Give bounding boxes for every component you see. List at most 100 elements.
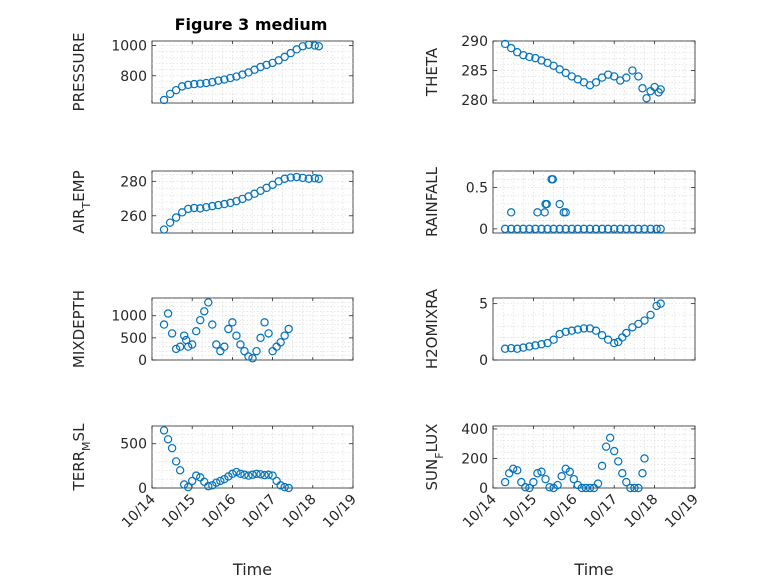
data-point (573, 224, 583, 234)
data-point (187, 340, 197, 349)
axes-air_temp: 260 280 AIRTEMP (70, 170, 354, 234)
data-point (585, 224, 595, 234)
data-point (200, 307, 209, 316)
axes-theta: 280 285 290 THETA (423, 34, 696, 109)
data-point (175, 466, 185, 475)
data-point (616, 224, 625, 234)
x-tick-label: 10/19 (320, 492, 360, 532)
data-point (183, 80, 193, 90)
data-point (196, 79, 205, 88)
data-point (561, 327, 570, 337)
x-tick-label: 10/17 (581, 492, 621, 532)
data-point (220, 75, 229, 84)
data-point (314, 42, 324, 51)
plot-area (492, 170, 696, 234)
data-point (228, 318, 237, 327)
y-axis-label-tail: EMP (70, 170, 88, 201)
data-point (212, 478, 221, 487)
data-point (656, 85, 665, 94)
data-point (525, 483, 534, 493)
data-point (519, 50, 528, 60)
data-point (597, 224, 607, 234)
y-axis-label-tail: LUX (423, 424, 441, 453)
data-point (220, 342, 229, 351)
data-point (232, 72, 241, 81)
data-point (310, 41, 320, 50)
data-point (555, 65, 564, 74)
data-point (622, 477, 631, 487)
data-point (591, 326, 601, 335)
data-point (642, 94, 651, 103)
y-tick-label: 280 (120, 174, 147, 190)
data-point (537, 340, 546, 349)
data-point (262, 60, 271, 70)
data-point (555, 199, 564, 209)
data-point (506, 43, 516, 53)
data-point (519, 343, 528, 352)
data-point (610, 224, 619, 234)
axes-sun_flux: 0 200 400 SUNFLUX 10/14 10/15 10/16 10/17 10/18 1… (423, 422, 702, 579)
data-point (513, 224, 522, 234)
data-point (531, 224, 540, 234)
data-point (506, 208, 516, 217)
data-point (159, 225, 169, 234)
data-point (214, 200, 223, 210)
data-point (622, 73, 631, 82)
y-tick-label: 0.5 (466, 181, 488, 197)
y-axis-label-tail: SL (70, 423, 88, 442)
data-point (626, 483, 635, 493)
data-point (603, 70, 613, 79)
y-axis-label-base: AIR (70, 209, 88, 234)
data-point (204, 298, 213, 307)
data-point (183, 482, 193, 492)
data-point (260, 318, 269, 327)
data-point (167, 443, 177, 453)
y-axis-label: PRESSURE (70, 33, 88, 112)
y-tick-label: 1000 (111, 309, 147, 325)
data-point (509, 464, 518, 474)
data-point (553, 480, 562, 490)
y-tick-label: 5 (479, 297, 488, 313)
y-axis-label-base: TERR (70, 451, 88, 492)
data-point (656, 299, 665, 308)
data-point (610, 338, 619, 348)
data-point (196, 204, 205, 213)
data-point (196, 315, 205, 325)
data-point (280, 331, 289, 340)
data-point (500, 477, 510, 487)
data-point (565, 467, 574, 476)
data-point (500, 39, 510, 49)
y-tick-label: 0 (479, 353, 488, 369)
data-point (543, 224, 552, 234)
y-axis-label: SUNFLUX (423, 424, 446, 491)
data-point (567, 224, 576, 234)
data-point (610, 72, 619, 81)
data-point (513, 466, 522, 475)
data-point (640, 316, 649, 325)
data-point (628, 224, 637, 234)
data-point (603, 224, 613, 234)
y-tick-label: 800 (120, 69, 147, 85)
plot-area (492, 425, 696, 489)
data-point (500, 344, 510, 353)
y-tick-label: 280 (461, 93, 488, 109)
y-tick-label: 500 (120, 437, 147, 453)
data-point (276, 338, 285, 347)
data-point (529, 477, 538, 487)
y-axis-label-subscript: M (80, 441, 93, 451)
data-point (304, 174, 313, 183)
data-point (537, 467, 546, 476)
data-point (593, 479, 603, 488)
data-point (240, 470, 249, 479)
x-tick-label: 10/15 (500, 492, 540, 532)
data-point (628, 66, 637, 75)
data-point (646, 310, 655, 320)
y-axis-label: H2OMIXRA (423, 288, 441, 369)
data-point (183, 342, 193, 351)
data-point (634, 483, 643, 493)
data-point (228, 469, 237, 479)
data-point (167, 329, 177, 338)
x-tick-label: 10/16 (541, 491, 581, 531)
data-point (569, 474, 579, 484)
